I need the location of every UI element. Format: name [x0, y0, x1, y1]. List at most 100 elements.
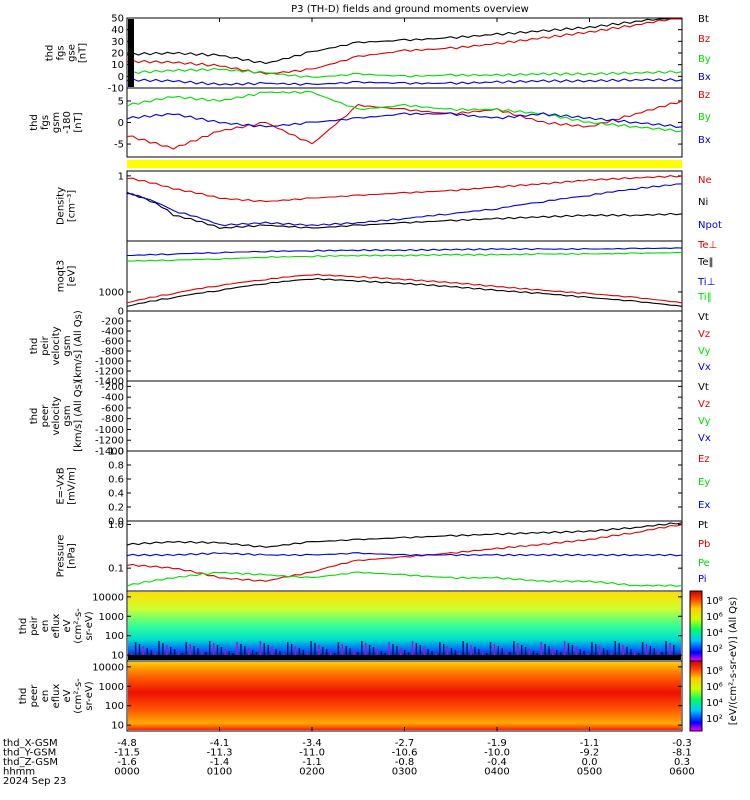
legend-entry: Ni: [698, 197, 708, 208]
colorbar-scale: [689, 590, 703, 662]
spectrogram-noise: [376, 649, 379, 659]
spectrogram-noise: [349, 648, 351, 659]
y-axis-label-line: gsm: [51, 112, 62, 133]
legend-entry: Bx: [698, 72, 711, 83]
series-line-Ti⊥: [126, 247, 683, 257]
spectrogram-noise: [388, 642, 390, 659]
y-tick-label: 0.4: [108, 489, 124, 500]
y-axis-label-line: eV: [62, 689, 73, 702]
series-line-Npot: [126, 183, 683, 227]
ephemeris-value: 0500: [577, 767, 602, 778]
panel-frame: [126, 310, 683, 382]
spectrogram-noise: [450, 648, 453, 659]
spectrogram-noise: [173, 649, 176, 659]
y-tick-label: 100: [105, 631, 124, 642]
spectrogram-noise: [201, 650, 203, 659]
spectrogram-noise: [415, 643, 418, 659]
spectrogram-noise: [302, 650, 304, 659]
spectrogram-noise: [544, 644, 546, 659]
spectrogram-noise: [599, 646, 601, 659]
spectrogram-noise: [474, 647, 476, 659]
spectrogram-noise: [365, 643, 367, 659]
ephemeris-value: -10.6: [392, 748, 418, 759]
panel-frame: [126, 17, 683, 89]
y-tick-label: 40: [111, 25, 124, 36]
y-axis-label-line: fgs: [40, 115, 51, 130]
panel-pressure: 1.0 0.1 Pressure[nPa] Pt Pb Pe Pi: [56, 520, 710, 592]
y-tick-label: -800: [101, 414, 124, 425]
spectrogram-noise: [548, 646, 550, 659]
y-axis-label-line: en: [40, 620, 51, 633]
legend-entry: Pb: [698, 539, 710, 550]
ephemeris-value: 0300: [392, 767, 417, 778]
y-axis-label-line: gse: [67, 44, 78, 62]
spectrogram-noise: [236, 642, 238, 659]
y-tick-label: 10: [111, 721, 124, 732]
spectrogram-noise: [267, 645, 269, 659]
spectrogram-noise: [287, 642, 289, 659]
panel-peir_velocity: 0-200-400-600-800-1000-1200-1400 thdpeirv…: [29, 307, 711, 388]
series-line-Bz: [126, 100, 683, 150]
spectrogram-noise: [427, 649, 429, 659]
y-tick-label: 0: [118, 307, 124, 318]
spectrogram-noise: [294, 646, 297, 659]
y-tick-label: 0.0: [108, 517, 124, 528]
y-axis-label-line: thd: [18, 688, 29, 705]
ephemeris-value: -0.3: [672, 738, 692, 749]
spectrogram-noise: [263, 643, 265, 659]
spectrogram-noise: [524, 647, 527, 659]
ephemeris-value: -1.1: [302, 757, 322, 768]
ephemeris-value: -11.3: [207, 748, 233, 759]
spectrogram-noise: [595, 644, 597, 659]
y-axis-label-line: peer: [29, 684, 40, 708]
ephemeris-value: -0.4: [487, 757, 507, 768]
spectrogram-noise: [505, 650, 507, 659]
spectrogram-noise: [259, 641, 262, 659]
y-tick-label: 1000: [99, 612, 124, 623]
spectrogram-noise: [326, 649, 328, 659]
ephemeris-value: 0.3: [674, 757, 690, 768]
spectrogram-noise: [209, 641, 211, 659]
spectrogram-noise: [189, 644, 191, 659]
legend-entry: By: [698, 112, 711, 123]
spectrogram-noise: [423, 647, 425, 659]
spectrogram-noise: [567, 643, 570, 659]
y-axis-label-line: velocity: [51, 326, 62, 365]
spectrogram-noise: [170, 647, 172, 659]
ephemeris-value: 0.0: [582, 757, 598, 768]
y-axis-label-line: Pressure: [56, 535, 67, 578]
spectrogram-noise: [622, 645, 624, 659]
panel-peir_eflux: 10000 1000 100 10 thdpeirenefluxeV(cm²-s-sr-…: [18, 590, 683, 662]
spectrogram-noise: [240, 644, 242, 659]
y-tick-label: 1: [118, 171, 124, 182]
series-line-Pt: [126, 522, 683, 548]
series-line-Ti‖: [127, 251, 683, 262]
spectrogram-noise: [314, 643, 316, 659]
spectrogram-noise: [212, 643, 215, 659]
spectrogram-noise: [602, 648, 605, 659]
spectrogram-noise: [470, 645, 472, 659]
y-axis-label-line: eflux: [51, 614, 62, 639]
y-tick-label: 10000: [92, 662, 124, 673]
spectrogram-noise: [528, 649, 531, 659]
figure-title: P3 (TH-D) fields and ground moments over…: [291, 4, 529, 15]
y-tick-label: -1000: [95, 357, 124, 368]
date-label: 2024 Sep 23: [3, 776, 66, 787]
y-tick-label: 1.0: [108, 520, 124, 531]
legend-entry: Ti‖: [697, 292, 712, 303]
legend-entry: Pi: [698, 574, 707, 585]
y-tick-label: 0.2: [108, 503, 124, 514]
legend-entry: Te⊥: [697, 240, 717, 251]
legend-entry: Bt: [698, 14, 709, 25]
spectrogram-floor: [128, 655, 681, 660]
legend-entry: Pt: [698, 520, 708, 531]
y-axis-label: Pressure[nPa]: [56, 535, 78, 578]
y-axis-label-line: thd: [29, 338, 40, 355]
panel-frame: [126, 170, 683, 242]
y-axis-label-line: eV: [62, 619, 73, 632]
spectrogram-noise: [517, 643, 519, 659]
y-tick-label: 1000: [99, 682, 124, 693]
ephemeris-value: -2.7: [395, 738, 415, 749]
